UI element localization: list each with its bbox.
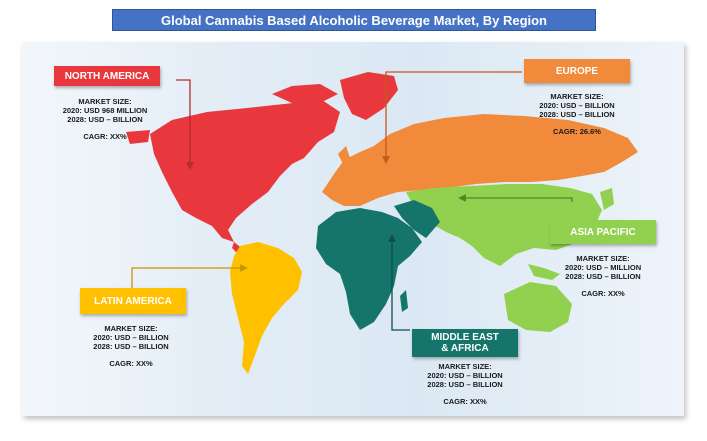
asia-pacific-market-size-label: MARKET SIZE: <box>576 254 630 263</box>
latin-america-label: LATIN AMERICA <box>80 288 186 314</box>
europe-cagr: CAGR: 26.6% <box>553 127 601 136</box>
north-america-stats: MARKET SIZE: 2020: USD 968 MILLION 2028:… <box>30 97 180 141</box>
asia-pacific-connector <box>458 194 573 202</box>
world-map <box>126 71 638 374</box>
map-title: Global Cannabis Based Alcoholic Beverage… <box>112 9 596 31</box>
middle-east-africa-stats: MARKET SIZE: 2020: USD – BILLION 2028: U… <box>390 362 540 406</box>
latin-america-2020-value: 2020: USD – BILLION <box>93 333 169 342</box>
uk-shape <box>338 146 350 166</box>
middle-east-africa-cagr: CAGR: XX% <box>443 397 487 406</box>
greenland-shape <box>340 72 398 120</box>
middle-east-africa-shape <box>316 200 440 330</box>
middle-east-africa-2020-value: 2020: USD – BILLION <box>427 371 503 380</box>
south-america-shape <box>230 242 302 374</box>
europe-stats: MARKET SIZE: 2020: USD – BILLION 2028: U… <box>502 92 652 136</box>
europe-shape <box>322 114 638 206</box>
north-america-2020-value: 2020: USD 968 MILLION <box>62 106 148 115</box>
asia-pacific-stats: MARKET SIZE: 2020: USD – MILLION 2028: U… <box>528 254 678 298</box>
europe-connector <box>382 71 522 164</box>
latin-america-cagr: CAGR: XX% <box>109 359 153 368</box>
europe-label: EUROPE <box>524 59 630 83</box>
europe-2020-value: 2020: USD – BILLION <box>539 101 615 110</box>
asia-pacific-2020-value: 2020: USD – MILLION <box>564 263 642 272</box>
asia-pacific-shape <box>406 184 614 332</box>
north-america-market-size-label: MARKET SIZE: <box>78 97 132 106</box>
middle-east-africa-label: MIDDLE EAST & AFRICA <box>412 329 518 357</box>
north-america-shape <box>126 84 340 258</box>
north-america-connector <box>176 79 194 170</box>
middle-east-africa-connector <box>388 234 410 331</box>
asia-pacific-cagr: CAGR: XX% <box>581 289 625 298</box>
north-america-2028-value: 2028: USD – BILLION <box>67 115 143 124</box>
asia-pacific-label: ASIA PACIFIC <box>550 220 656 244</box>
asia-pacific-2028-value: 2028: USD – BILLION <box>565 272 641 281</box>
middle-east-africa-label-line1: MIDDLE EAST <box>431 332 499 343</box>
latin-america-market-size-label: MARKET SIZE: <box>104 324 158 333</box>
middle-east-africa-market-size-label: MARKET SIZE: <box>438 362 492 371</box>
europe-2028-value: 2028: USD – BILLION <box>539 110 615 119</box>
europe-market-size-label: MARKET SIZE: <box>550 92 604 101</box>
latin-america-stats: MARKET SIZE: 2020: USD – BILLION 2028: U… <box>56 324 206 368</box>
middle-east-africa-2028-value: 2028: USD – BILLION <box>427 380 503 389</box>
north-america-cagr: CAGR: XX% <box>83 132 127 141</box>
middle-east-africa-label-line2: & AFRICA <box>441 343 489 354</box>
latin-america-connector <box>131 264 248 288</box>
north-america-label: NORTH AMERICA <box>54 66 160 86</box>
latin-america-2028-value: 2028: USD – BILLION <box>93 342 169 351</box>
